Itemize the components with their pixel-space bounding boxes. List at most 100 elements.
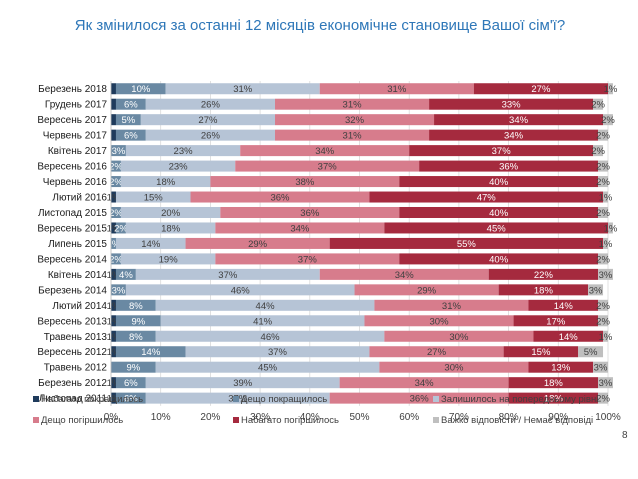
data-label: 2% — [596, 177, 610, 188]
x-tick-label: 70% — [449, 412, 469, 423]
data-label: 22% — [534, 270, 554, 281]
bar-segment — [578, 346, 604, 358]
bar-segment — [111, 206, 121, 218]
data-label: 44% — [256, 301, 276, 312]
legend-swatch — [33, 396, 39, 402]
bar-segment — [111, 330, 116, 342]
data-label: 31% — [387, 84, 407, 95]
bar-segment — [111, 253, 121, 265]
data-label: 2% — [601, 115, 615, 126]
data-label: 18% — [544, 394, 564, 405]
data-label: 38% — [295, 177, 315, 188]
category-label: Вересень 2015 — [37, 223, 107, 234]
data-label: 9% — [126, 363, 140, 374]
data-label: 30% — [430, 316, 450, 327]
category-label: Березень 2012 — [38, 378, 107, 389]
category-label: Вересень 2012 — [37, 347, 107, 358]
data-label: 1% — [107, 239, 121, 250]
data-label: 15% — [531, 347, 551, 358]
bar-segment — [111, 145, 126, 157]
bar-segment — [329, 237, 604, 249]
bar-segment — [593, 145, 604, 157]
bar-segment — [429, 129, 599, 141]
bar-segment — [409, 145, 594, 157]
bar-segment — [111, 361, 156, 373]
data-label: 29% — [248, 239, 268, 250]
x-tick-label: 90% — [548, 412, 568, 423]
data-label: 37% — [298, 254, 318, 265]
data-label: 14% — [559, 332, 579, 343]
x-tick-label: 50% — [349, 412, 369, 423]
bar-segment — [115, 330, 156, 342]
bar-segment — [215, 222, 385, 234]
category-label: Липень 2015 — [48, 239, 107, 250]
bar-segment — [111, 315, 116, 327]
data-label: 3% — [594, 363, 608, 374]
category-label: Листопад 2011 — [39, 394, 108, 405]
bar-segment — [508, 377, 599, 389]
bar-segment — [598, 253, 608, 265]
bar-segment — [498, 284, 589, 296]
bar-segment — [115, 83, 166, 95]
bar-segment — [235, 160, 420, 172]
page-number: 8 — [622, 430, 628, 441]
bar-segment — [593, 361, 608, 373]
bar-segment — [354, 284, 499, 296]
bar-segment — [185, 346, 370, 358]
data-label: 2% — [114, 223, 128, 234]
data-label: 2% — [109, 254, 123, 265]
data-label: 1% — [604, 84, 618, 95]
bar-segment — [115, 191, 191, 203]
x-tick-label: 10% — [151, 412, 171, 423]
bar-segment — [275, 98, 430, 110]
data-label: 18% — [156, 177, 176, 188]
bar-segment — [111, 284, 126, 296]
bar-segment — [598, 377, 613, 389]
data-label: 3% — [599, 378, 613, 389]
bar-segment — [220, 206, 400, 218]
data-label: 1% — [107, 223, 121, 234]
bar-segment — [319, 268, 489, 280]
x-tick-label: 100% — [595, 412, 621, 423]
data-label: 26% — [201, 131, 221, 142]
bar-segment — [275, 114, 435, 126]
legend-swatch — [33, 417, 39, 423]
bar-segment — [155, 330, 385, 342]
data-label: 1% — [107, 270, 121, 281]
data-label: 1% — [599, 193, 613, 204]
data-label: 19% — [159, 254, 179, 265]
bar-segment — [120, 160, 236, 172]
data-label: 3% — [599, 270, 613, 281]
data-label: 18% — [544, 378, 564, 389]
data-label: 34% — [290, 223, 310, 234]
category-label: Лютий 2014 — [52, 301, 107, 312]
data-label: 6% — [124, 394, 138, 405]
bar-segment — [111, 346, 116, 358]
data-label: 2% — [596, 131, 610, 142]
bar-segment — [210, 176, 400, 188]
legend-label: Дещо погіршилось — [41, 415, 123, 426]
bar-segment — [111, 114, 116, 126]
data-label: 18% — [534, 285, 554, 296]
bar-segment — [145, 98, 276, 110]
bar-segment — [533, 330, 604, 342]
category-label: Лютий 2016 — [52, 193, 107, 204]
data-label: 37% — [492, 146, 512, 157]
data-label: 1% — [107, 301, 121, 312]
legend-label: Набагато покращилось — [41, 394, 143, 405]
bar-segment — [111, 299, 116, 311]
category-label: Вересень 2016 — [37, 162, 107, 173]
bar-segment — [111, 129, 116, 141]
bar-segment — [608, 222, 613, 234]
data-label: 29% — [417, 285, 437, 296]
bar-segment — [374, 299, 529, 311]
legend-label: Важко відповісти / Немає відповіді — [441, 415, 593, 426]
data-label: 2% — [591, 100, 605, 111]
bar-segment — [111, 237, 116, 249]
data-label: 2% — [596, 316, 610, 327]
category-label: Травень 2013 — [44, 332, 108, 343]
data-label: 18% — [161, 223, 181, 234]
data-label: 41% — [253, 316, 273, 327]
x-tick-label: 20% — [200, 412, 220, 423]
data-label: 31% — [442, 301, 462, 312]
